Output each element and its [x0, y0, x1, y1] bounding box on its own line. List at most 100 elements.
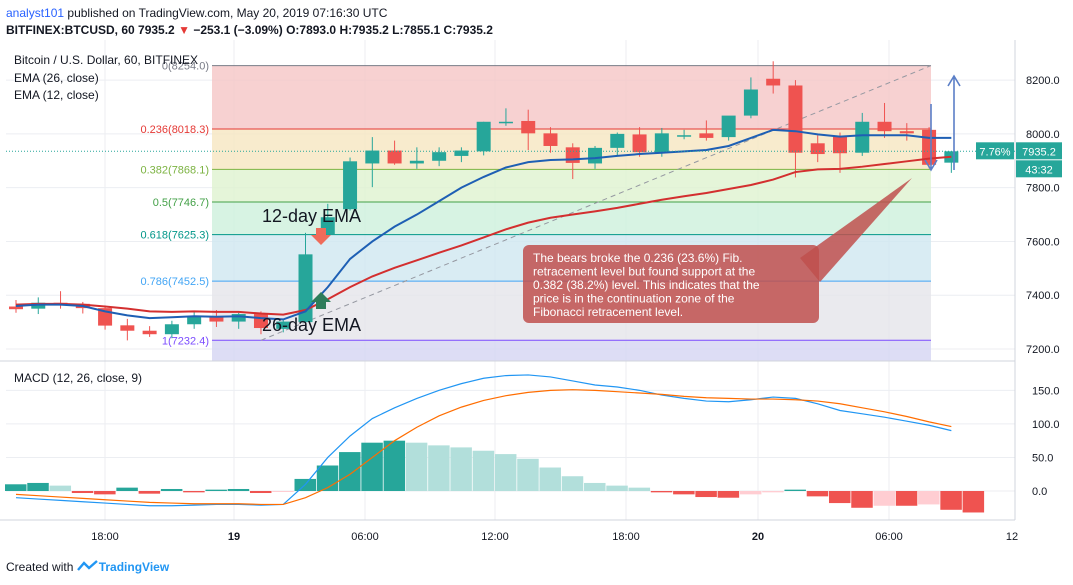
candle — [766, 61, 781, 94]
macd-histogram-bar — [517, 458, 539, 491]
callout-text-line: retracement level but found support at t… — [533, 265, 755, 279]
macd-line — [15, 374, 952, 507]
ema-12-annotation: 12-day EMA — [262, 206, 361, 226]
candle-body — [654, 133, 669, 153]
fib-level-label: 0.5(7746.7) — [153, 197, 209, 209]
tradingview-icon — [76, 560, 98, 571]
candle-body — [565, 147, 580, 163]
candle-body — [699, 133, 714, 138]
candle-body — [142, 330, 157, 335]
candle — [944, 151, 959, 173]
candle-body — [877, 121, 892, 132]
candle — [31, 297, 46, 315]
fib-zone — [212, 169, 931, 202]
candle — [521, 109, 536, 151]
candle-body — [788, 85, 803, 153]
time-axis-tick: 19 — [228, 531, 240, 543]
macd-histogram — [5, 440, 985, 513]
fib-zone — [212, 65, 931, 129]
macd-histogram-bar — [739, 491, 762, 495]
candle-body — [209, 316, 224, 322]
macd-histogram-bar — [339, 452, 361, 491]
macd-histogram-bar — [851, 491, 873, 508]
macd-histogram-bar — [405, 442, 428, 491]
footer: Created with TradingView — [6, 560, 169, 574]
last-price: 7935.2 — [138, 23, 175, 37]
fibonacci-retracement: 0(8254.0) 0.236(8018.3) 0.382(7868.1) 0.5(7… — [141, 61, 932, 362]
high-value: 7935.2 — [352, 23, 389, 37]
last-price-tag-text: 7935.2 — [1022, 146, 1056, 158]
callout-text-line: price is in the continuation zone of the — [533, 292, 735, 306]
macd-histogram-bar — [539, 467, 561, 491]
macd-histogram-bar — [828, 491, 851, 504]
callout-text-line: The bears broke the 0.236 (23.6%) Fib. — [533, 251, 742, 265]
open-value: 7893.0 — [299, 23, 337, 37]
open-label: O: — [286, 23, 300, 37]
candle — [298, 232, 313, 323]
publish-info: analyst101 published on TradingView.com,… — [6, 6, 387, 20]
ema-26-legend: EMA (26, close) — [14, 71, 99, 85]
candle — [120, 318, 135, 341]
candle-body — [365, 150, 380, 164]
macd-histogram-bar — [227, 488, 250, 491]
countdown-tag — [1016, 160, 1062, 178]
countdown-tag-text: 43:32 — [1025, 164, 1053, 176]
fib-level-label: 0(8254.0) — [162, 61, 209, 73]
candle-body — [899, 131, 914, 134]
macd-histogram-bar — [628, 487, 651, 491]
macd-histogram-bar — [806, 491, 829, 497]
trading-chart[interactable]: 0(8254.0) 0.236(8018.3) 0.382(7868.1) 0.5(7… — [0, 0, 1073, 555]
macd-histogram-bar — [584, 482, 606, 491]
candle — [164, 320, 179, 339]
author-link[interactable]: analyst101 — [6, 6, 65, 20]
macd-histogram-bar — [784, 489, 806, 491]
low-label: L: — [392, 23, 404, 37]
candle-body — [9, 306, 23, 310]
fib-level-label: 0.236(8018.3) — [141, 124, 210, 136]
candle — [343, 157, 358, 211]
callout-text: The bears broke the 0.236 (23.6%) Fib. re… — [533, 251, 760, 319]
candle-body — [521, 120, 536, 134]
candle-body — [677, 135, 692, 137]
percent-tag — [976, 142, 1014, 160]
time-axis-tick: 12:00 — [481, 531, 509, 543]
candle — [788, 80, 803, 178]
close-label: C: — [443, 23, 457, 37]
candle-body — [432, 152, 447, 161]
candle-body — [588, 147, 603, 164]
macd-histogram-bar — [940, 491, 962, 510]
symbol-label: BITFINEX:BTCUSD, 60 — [6, 23, 135, 37]
macd-axis-tick: 0.0 — [1032, 486, 1047, 498]
macd-histogram-bar — [717, 491, 740, 498]
macd-axis-tick: 50.0 — [1032, 452, 1053, 464]
macd-axis-tick: 100.0 — [1032, 419, 1060, 431]
time-axis-tick: 18:00 — [91, 531, 119, 543]
macd-histogram-bar — [606, 485, 628, 491]
range-down-arrow-icon — [924, 104, 938, 172]
close-value: 7935.2 — [456, 23, 493, 37]
candle — [632, 127, 647, 157]
candle — [832, 132, 847, 173]
macd-title: MACD (12, 26, close, 9) — [14, 371, 142, 385]
time-axis-tick: 20 — [752, 531, 764, 543]
analysis-callout: The bears broke the 0.236 (23.6%) Fib. re… — [523, 178, 912, 323]
macd-histogram-bar — [205, 489, 227, 491]
callout-pointer — [800, 178, 912, 282]
macd-histogram-bar — [383, 440, 406, 491]
candle — [543, 127, 558, 153]
candle — [9, 300, 23, 313]
candle — [743, 77, 758, 119]
candle — [922, 127, 937, 169]
candle-body — [543, 133, 558, 146]
range-up-arrow-icon — [947, 74, 961, 170]
macd-histogram-bar — [450, 447, 472, 491]
macd-histogram-bar — [49, 485, 72, 491]
tradingview-logo[interactable]: TradingView — [76, 560, 169, 574]
fib-trend-line — [260, 65, 932, 341]
candle — [53, 291, 68, 309]
quote-bar: BITFINEX:BTCUSD, 60 7935.2 ▼ −253.1 (−3.… — [6, 23, 493, 37]
macd-histogram-bar — [183, 491, 205, 493]
time-axis-tick: 06:00 — [351, 531, 379, 543]
candle — [276, 319, 291, 333]
price-axis-tick: 7400.0 — [1026, 290, 1060, 302]
